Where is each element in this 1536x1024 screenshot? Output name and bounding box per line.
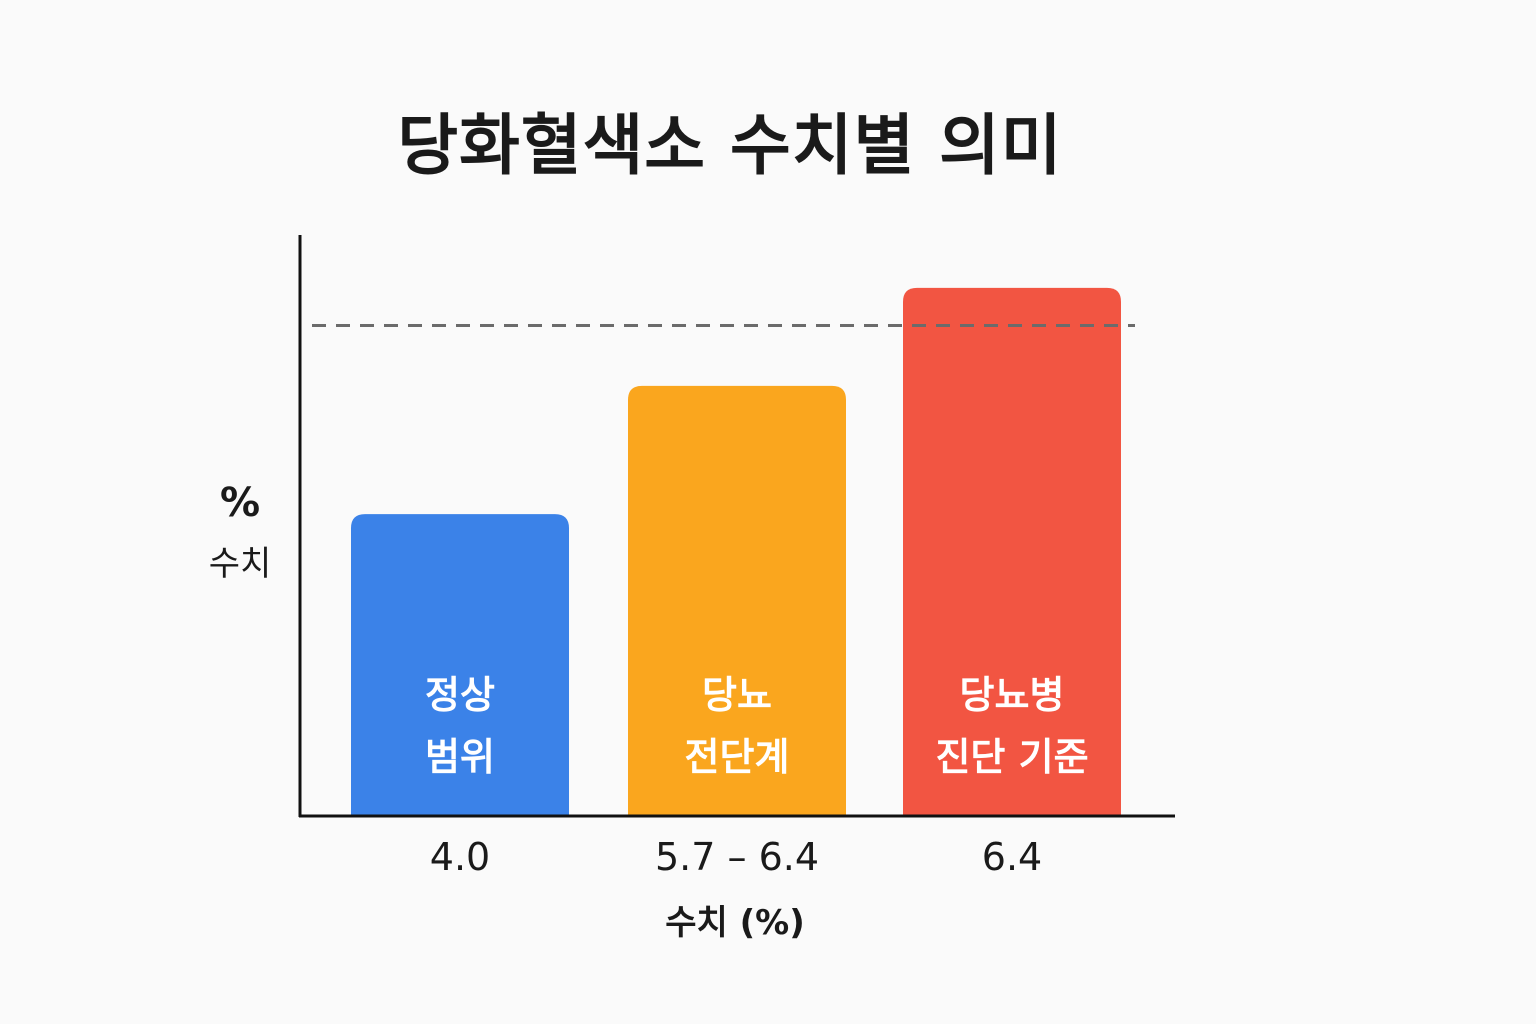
bar-label-2-line-2: 전단계: [685, 735, 790, 779]
bar-label-1-line-2: 범위: [425, 735, 495, 779]
x-tick-label-3: 6.4: [982, 835, 1042, 879]
x-tick-label-2: 5.7 – 6.4: [655, 835, 819, 879]
bar-label-2-line-1: 당뇨: [702, 673, 772, 717]
bar-2: [628, 385, 846, 816]
bar-label-3-line-2: 진단 기준: [935, 735, 1088, 779]
bar-1: [351, 514, 569, 816]
x-axis-label: 수치 (%): [665, 903, 805, 943]
chart-title: 당화혈색소 수치별 의미: [397, 107, 1063, 184]
bar-3: [903, 287, 1121, 816]
bar-label-1-line-1: 정상: [425, 673, 495, 717]
y-axis-label-text: 수치: [208, 544, 272, 584]
x-tick-label-1: 4.0: [430, 835, 490, 879]
y-axis-label-unit: %: [219, 480, 261, 526]
bar-label-3-line-1: 당뇨병: [960, 673, 1065, 717]
